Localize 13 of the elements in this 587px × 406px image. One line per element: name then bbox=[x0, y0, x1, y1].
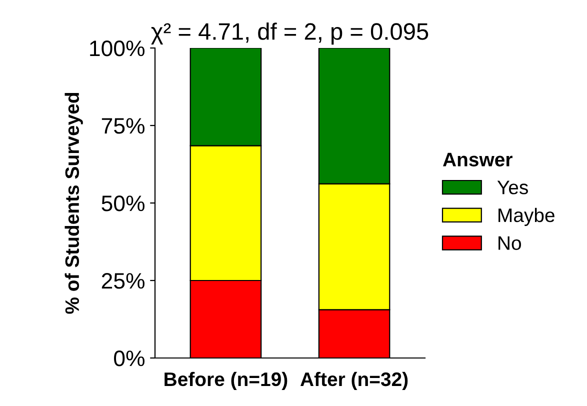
y-axis-title: % of Students Surveyed bbox=[64, 92, 83, 314]
legend-label: Maybe bbox=[498, 208, 554, 226]
x-tick-label: After (n=32) bbox=[300, 372, 408, 390]
y-tick-label: 75% bbox=[102, 118, 144, 134]
y-tick-label: 50% bbox=[102, 196, 144, 212]
y-tick-label: 100% bbox=[90, 40, 144, 56]
y-tick-label: 0% bbox=[114, 350, 144, 366]
legend-label: Yes bbox=[497, 180, 528, 194]
legend-label: No bbox=[498, 236, 521, 250]
legend-title: Answer bbox=[442, 152, 512, 166]
y-tick-label: 25% bbox=[102, 273, 144, 289]
chart-title: χ² = 4.71, df = 2, p = 0.095 bbox=[151, 22, 428, 45]
x-tick-label: Before (n=19) bbox=[164, 372, 288, 390]
